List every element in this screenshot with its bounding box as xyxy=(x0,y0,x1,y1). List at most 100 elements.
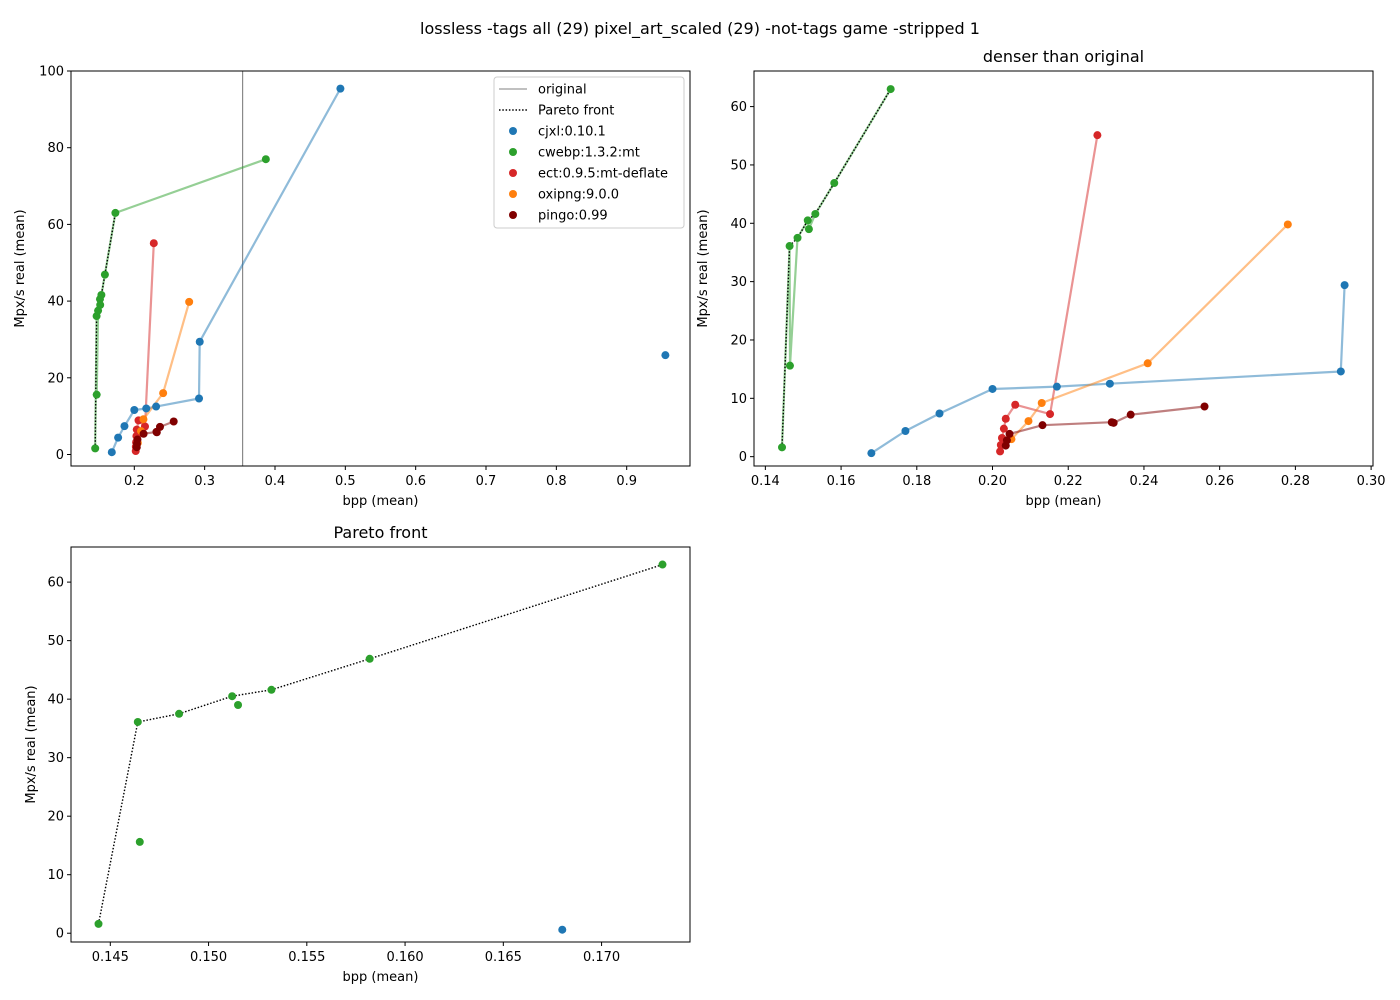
panel-pareto-front: Pareto front 0.145 0.150 0.155 0.160 0.165 0.1… xyxy=(24,523,691,985)
p1-point-oxipng-9-0-0 xyxy=(1283,220,1292,229)
p0-point-cwebp-1-3-2-mt xyxy=(97,290,106,299)
p0-point-cjxl-0-10-1 xyxy=(114,433,123,442)
legend-swatch-oxipng-9-0-0 xyxy=(509,190,517,198)
p2-pareto-front-line xyxy=(97,563,663,925)
p1-point-cwebp-1-3-2-mt xyxy=(804,225,813,234)
p0-point-cjxl-0-10-1 xyxy=(130,406,139,415)
p2-y-tick-label: 40 xyxy=(47,693,64,708)
p1-point-cjxl-0-10-1 xyxy=(988,384,997,393)
p0-x-tick-label: 0.2 xyxy=(124,474,145,489)
legend: original Pareto front cjxl:0.10.1 cwebp:1.3… xyxy=(493,76,685,229)
p2-y-tick-label: 0 xyxy=(56,927,64,942)
legend-swatch-pingo-0-99 xyxy=(509,211,517,219)
p0-point-pingo-0-99 xyxy=(155,422,164,431)
p1-y-tick-label: 10 xyxy=(730,392,747,407)
p0-axes-frame xyxy=(70,70,691,467)
p1-pareto-front-line xyxy=(781,88,892,448)
legend-entry-pingo-0-99: pingo:0.99 xyxy=(538,209,608,224)
p0-series-line-cwebp-1-3-2-mt xyxy=(94,158,267,449)
p0-point-cjxl-0-10-1 xyxy=(152,402,161,411)
figure-suptitle: lossless -tags all (29) pixel_art_scaled… xyxy=(420,19,980,39)
legend-swatch-ect-0-9-5-mt-deflate xyxy=(509,169,517,177)
p1-y-axis-label: Mpx/s real (mean) xyxy=(696,209,711,327)
p1-point-cjxl-0-10-1 xyxy=(1052,382,1061,391)
p1-title: denser than original xyxy=(983,47,1144,66)
p0-x-tick-label: 0.3 xyxy=(194,474,215,489)
p0-y-tick-label: 40 xyxy=(47,295,64,310)
legend-entry-oxipng-9-0-0: oxipng:9.0.0 xyxy=(538,188,619,203)
p2-y-tick-label: 30 xyxy=(47,751,64,766)
p1-point-cwebp-1-3-2-mt xyxy=(785,361,794,370)
p1-y-tick-label: 50 xyxy=(730,158,747,173)
p0-y-tick-label: 20 xyxy=(47,371,64,386)
p0-point-cwebp-1-3-2-mt xyxy=(92,390,101,399)
p1-point-cwebp-1-3-2-mt xyxy=(886,85,895,94)
p2-x-tick-label: 0.150 xyxy=(190,950,227,965)
p2-x-tick-label: 0.160 xyxy=(386,950,423,965)
panel-denser-than-original: denser than original 0.14 0.16 0.18 0.20 0.22… xyxy=(696,47,1386,509)
p0-y-tick-label: 60 xyxy=(47,218,64,233)
p0-y-axis-label: Mpx/s real (mean) xyxy=(13,209,28,327)
p0-point-cwebp-1-3-2-mt xyxy=(261,155,270,164)
p2-title: Pareto front xyxy=(333,523,427,542)
p0-point-cjxl-0-10-1 xyxy=(120,422,129,431)
p2-y-tick-label: 10 xyxy=(47,868,64,883)
p1-point-cwebp-1-3-2-mt xyxy=(793,233,802,242)
p1-point-cwebp-1-3-2-mt xyxy=(785,242,794,251)
p2-point-cjxl-0-10-1 xyxy=(558,925,567,934)
p0-point-oxipng-9-0-0 xyxy=(139,415,148,424)
p1-x-tick-label: 0.26 xyxy=(1205,474,1234,489)
p0-x-tick-label: 0.9 xyxy=(616,474,637,489)
p0-point-oxipng-9-0-0 xyxy=(159,389,168,398)
p1-point-cjxl-0-10-1 xyxy=(901,426,910,435)
p1-point-pingo-0-99 xyxy=(1002,436,1011,445)
p2-point-cwebp-1-3-2-mt xyxy=(94,919,103,928)
legend-swatch-cwebp-1-3-2-mt xyxy=(509,148,517,156)
p0-point-cjxl-0-10-1 xyxy=(661,351,670,360)
p2-point-cwebp-1-3-2-mt xyxy=(133,717,142,726)
legend-entry-cjxl-0-10-1: cjxl:0.10.1 xyxy=(538,125,606,140)
p2-point-cwebp-1-3-2-mt xyxy=(365,654,374,663)
p0-point-pingo-0-99 xyxy=(169,417,178,426)
p1-point-cwebp-1-3-2-mt xyxy=(778,443,787,452)
p2-y-tick-label: 20 xyxy=(47,810,64,825)
p1-series-line-cjxl-0-10-1 xyxy=(870,285,1346,455)
p0-point-cjxl-0-10-1 xyxy=(107,448,116,457)
p1-point-pingo-0-99 xyxy=(1126,410,1135,419)
p2-y-tick-label: 50 xyxy=(47,634,64,649)
p1-point-cwebp-1-3-2-mt xyxy=(830,179,839,188)
p1-point-cwebp-1-3-2-mt xyxy=(811,209,820,218)
panel-overview: 0.2 0.3 0.4 0.5 0.6 0.7 0.8 0.9 0 20 40 60 80 100 bpp … xyxy=(13,65,691,509)
p1-point-oxipng-9-0-0 xyxy=(1143,359,1152,368)
p0-x-tick-label: 0.5 xyxy=(335,474,356,489)
p1-point-ect-0-9-5-mt-deflate xyxy=(1001,414,1010,423)
p1-x-tick-label: 0.16 xyxy=(827,474,856,489)
p0-y-tick-label: 0 xyxy=(56,448,64,463)
p0-point-cjxl-0-10-1 xyxy=(336,84,345,93)
p1-y-tick-label: 0 xyxy=(739,450,747,465)
p1-y-tick-label: 60 xyxy=(730,100,747,115)
p2-y-axis-label: Mpx/s real (mean) xyxy=(24,685,39,803)
p1-series-line-oxipng-9-0-0 xyxy=(1010,223,1289,440)
p1-y-tick-label: 20 xyxy=(730,333,747,348)
p1-point-pingo-0-99 xyxy=(1200,402,1209,411)
p1-point-cjxl-0-10-1 xyxy=(867,449,876,458)
p0-point-cjxl-0-10-1 xyxy=(195,394,204,403)
p1-point-pingo-0-99 xyxy=(1005,429,1014,438)
p2-point-cwebp-1-3-2-mt xyxy=(228,692,237,701)
p2-point-cwebp-1-3-2-mt xyxy=(135,837,144,846)
p1-point-cjxl-0-10-1 xyxy=(1105,379,1114,388)
p0-x-tick-label: 0.4 xyxy=(265,474,286,489)
p2-x-tick-label: 0.155 xyxy=(288,950,325,965)
p0-y-tick-label: 100 xyxy=(39,65,64,80)
p1-y-tick-label: 40 xyxy=(730,217,747,232)
p1-point-ect-0-9-5-mt-deflate xyxy=(1011,400,1020,409)
p2-point-cwebp-1-3-2-mt xyxy=(175,709,184,718)
legend-entry-cwebp-1-3-2-mt: cwebp:1.3.2:mt xyxy=(538,146,640,161)
legend-swatch-cjxl-0-10-1 xyxy=(509,127,517,135)
p1-point-pingo-0-99 xyxy=(1038,421,1047,430)
p1-x-tick-label: 0.28 xyxy=(1281,474,1310,489)
p1-series-line-cwebp-1-3-2-mt xyxy=(780,88,892,448)
p1-point-oxipng-9-0-0 xyxy=(1024,417,1033,426)
p0-point-ect-0-9-5-mt-deflate xyxy=(149,239,158,248)
